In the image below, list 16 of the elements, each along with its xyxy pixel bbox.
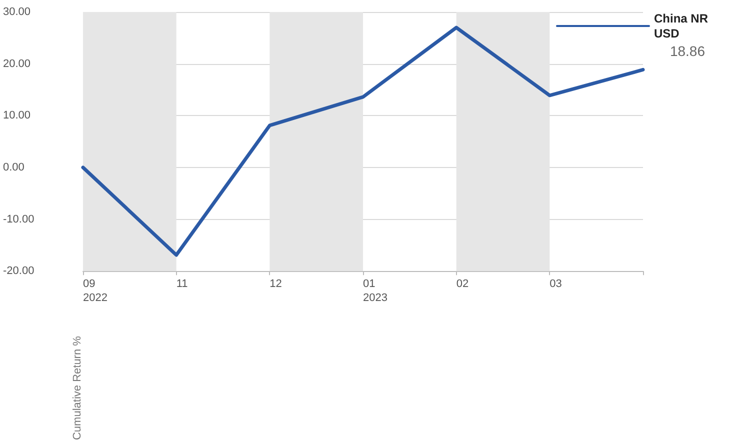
x-tick-label: 11 — [176, 278, 188, 290]
line-series — [81, 26, 645, 257]
x-tick-label: 02 — [456, 278, 469, 290]
y-tick-label: -20.00 — [3, 265, 34, 278]
y-tick-label: 10.00 — [3, 110, 31, 122]
x-tick-label: 03 — [550, 278, 562, 290]
text: China NR USD — [654, 12, 708, 40]
x-tick-label: 12 — [270, 278, 282, 290]
y-tick-label: 20.00 — [3, 58, 31, 70]
y-axis-title: Cumulative Return % — [72, 336, 84, 440]
y-tick-label: -10.00 — [3, 213, 34, 226]
text: 18.86 — [670, 43, 706, 59]
x-tick-label: 09 2022 — [83, 278, 108, 304]
y-tick-label: 0.00 — [3, 161, 24, 174]
x-tick-label: 01 2023 — [363, 278, 388, 304]
y-tick-label: 30.00 — [3, 6, 31, 18]
